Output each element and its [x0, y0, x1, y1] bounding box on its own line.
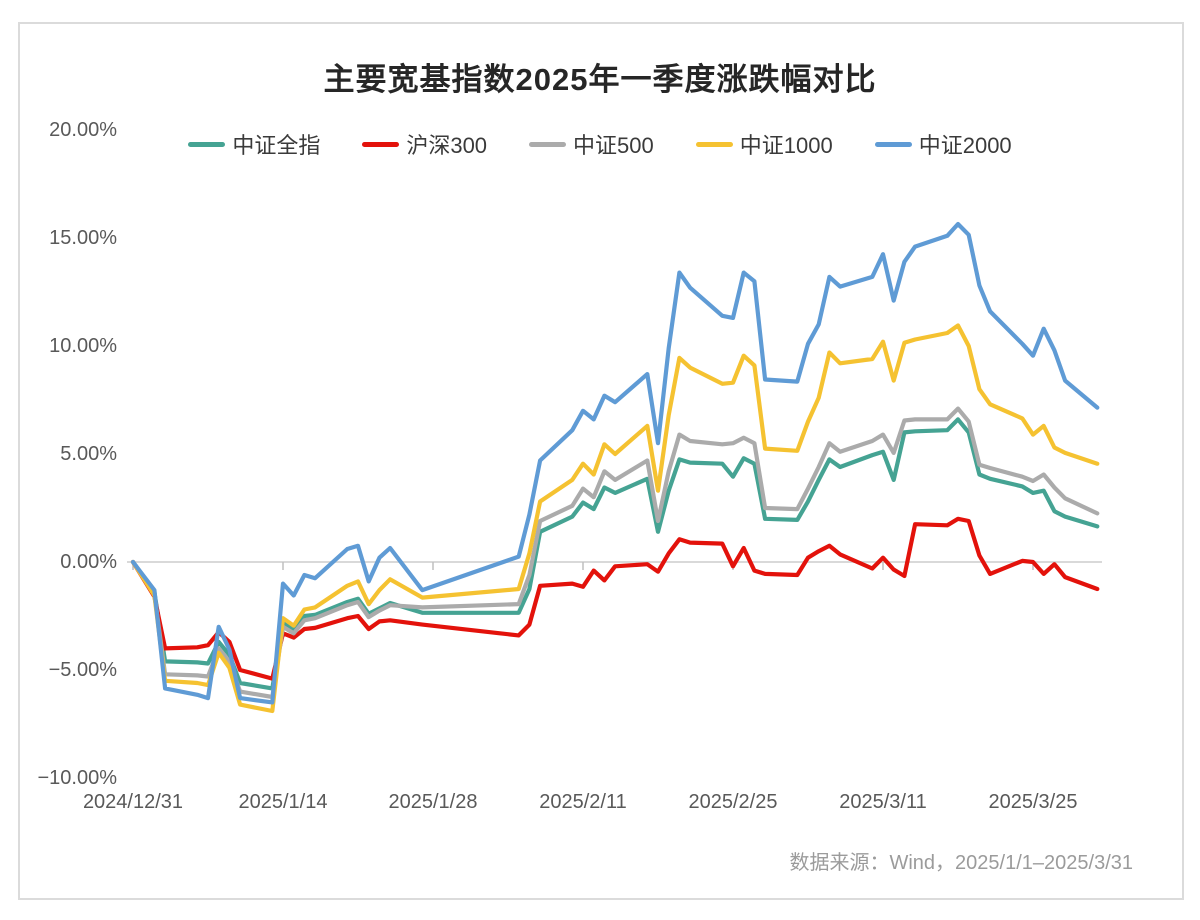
y-axis-tick-label: −5.00% — [48, 659, 117, 681]
y-axis-tick-label: −10.00% — [37, 767, 117, 789]
legend-line-swatch — [362, 141, 400, 147]
x-axis-tick-label: 2025/1/14 — [238, 791, 328, 813]
x-axis-tick-label: 2025/2/25 — [688, 791, 778, 813]
series-lines-group — [130, 221, 1100, 714]
x-axis-tick-label: 2025/3/25 — [988, 791, 1078, 813]
legend-item-中证全指: 中证全指 — [188, 128, 320, 160]
x-axis-tick-label: 2025/3/11 — [839, 791, 927, 813]
legend-item-中证1000: 中证1000 — [695, 128, 833, 160]
chart-legend: 中证全指 沪深300 中证500 中证1000 中证2000 — [0, 128, 1200, 160]
chart-panel-border — [18, 22, 1184, 900]
legend-line-swatch — [695, 141, 733, 147]
legend-line-swatch — [529, 141, 567, 147]
data-source-note: 数据来源：Wind，2025/1/1–2025/3/31 — [789, 852, 1133, 874]
series-line-中证2000 — [130, 221, 1100, 705]
legend-line-swatch — [874, 141, 912, 147]
series-line-中证500 — [130, 406, 1100, 700]
chart-title: 主要宽基指数2025年一季度涨跌幅对比 — [323, 62, 877, 97]
y-axis-tick-label: 5.00% — [60, 443, 117, 465]
y-axis-tick-label: 0.00% — [60, 551, 117, 573]
y-axis-tick-label: 20.00% — [49, 119, 117, 141]
legend-item-中证500: 中证500 — [529, 128, 654, 160]
series-line-沪深300 — [130, 516, 1100, 681]
series-line-中证1000 — [130, 323, 1100, 714]
legend-item-沪深300: 沪深300 — [362, 128, 487, 160]
x-axis-tick-label: 2025/1/28 — [388, 791, 478, 813]
legend-item-中证2000: 中证2000 — [874, 128, 1012, 160]
legend-label: 沪深300 — [406, 133, 488, 158]
x-axis-tick-label: 2024/12/31 — [82, 791, 184, 813]
legend-label: 中证1000 — [739, 133, 833, 158]
legend-label: 中证全指 — [232, 133, 321, 158]
legend-label: 中证500 — [573, 133, 654, 158]
y-axis-tick-label: 15.00% — [49, 227, 117, 249]
legend-line-swatch — [188, 141, 226, 147]
y-axis-tick-label: 10.00% — [49, 335, 117, 357]
legend-label: 中证2000 — [918, 133, 1012, 158]
x-axis-tick-label: 2025/2/11 — [539, 791, 627, 813]
series-line-中证全指 — [130, 417, 1100, 691]
